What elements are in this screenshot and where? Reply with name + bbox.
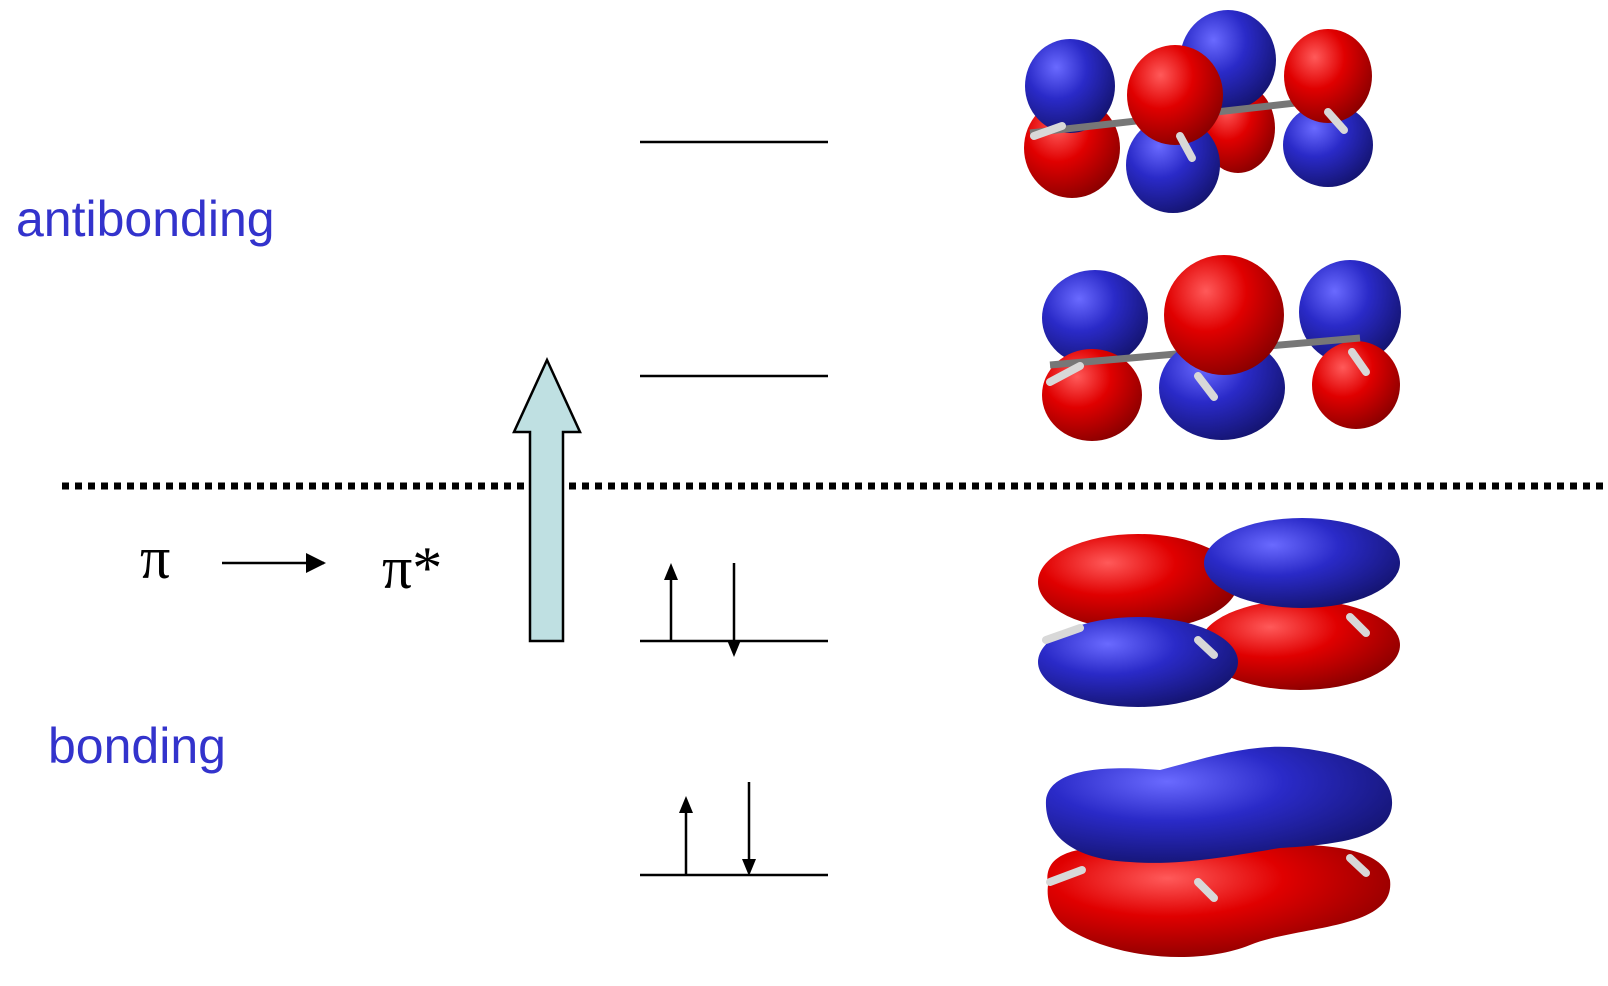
pi-symbol: π xyxy=(140,525,170,591)
electron-pair-pi2 xyxy=(664,563,741,657)
antibonding-label: antibonding xyxy=(16,191,275,247)
pi-star-symbol: π* xyxy=(382,535,442,601)
orbital-pi1-icon xyxy=(1045,746,1393,957)
orbital-pi3-icon xyxy=(1042,255,1401,441)
orbital-pi4-icon xyxy=(1024,10,1373,213)
orbital-pi2-icon xyxy=(1038,518,1400,707)
bonding-label: bonding xyxy=(48,718,226,774)
electron-pair-pi1 xyxy=(679,782,756,876)
excitation-arrow xyxy=(512,356,582,643)
